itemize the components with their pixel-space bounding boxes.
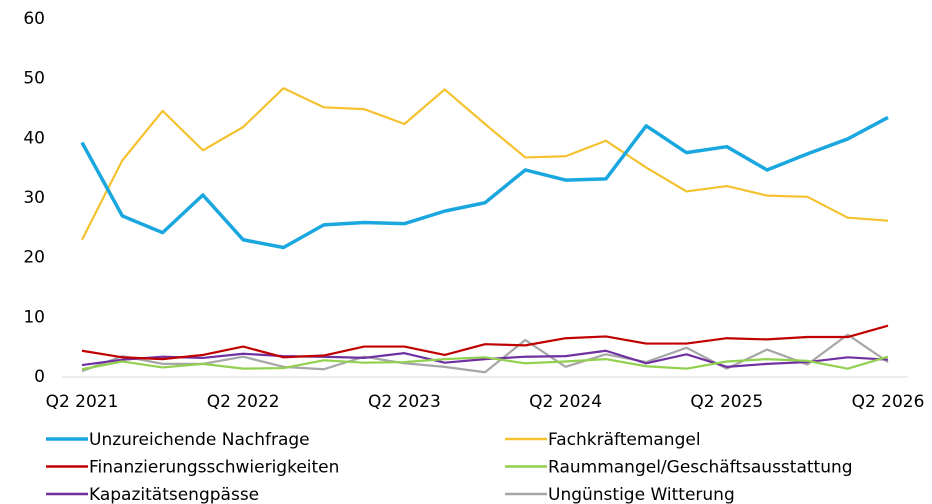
legend-label: Ungünstige Witterung (548, 485, 735, 504)
legend-label: Unzureichende Nachfrage (89, 430, 310, 450)
x-tick-label: Q2 2024 (529, 392, 602, 412)
legend-label: Fachkräftemangel (548, 430, 701, 450)
y-tick-label: 30 (23, 188, 45, 208)
y-tick-label: 10 (23, 307, 45, 327)
series-line (81, 324, 889, 361)
y-tick-label: 50 (23, 69, 45, 89)
y-tick-label: 20 (23, 248, 45, 268)
y-tick-label: 60 (23, 9, 45, 29)
x-tick-label: Q2 2026 (852, 392, 925, 412)
series-line (81, 333, 889, 374)
series-line (81, 349, 889, 368)
series-line (81, 87, 889, 241)
legend-label: Kapazitätsengpässe (89, 485, 259, 504)
x-tick-label: Q2 2021 (46, 392, 119, 412)
series-line (80, 115, 889, 250)
legend-label: Finanzierungsschwierigkeiten (89, 458, 339, 478)
x-tick-label: Q2 2023 (368, 392, 441, 412)
legend-label: Raummangel/Geschäftsausstattung (548, 458, 853, 478)
x-tick-label: Q2 2025 (690, 392, 763, 412)
y-tick-label: 40 (23, 128, 45, 148)
series-line (81, 355, 889, 371)
y-tick-label: 0 (34, 367, 45, 387)
x-tick-label: Q2 2022 (207, 392, 280, 412)
